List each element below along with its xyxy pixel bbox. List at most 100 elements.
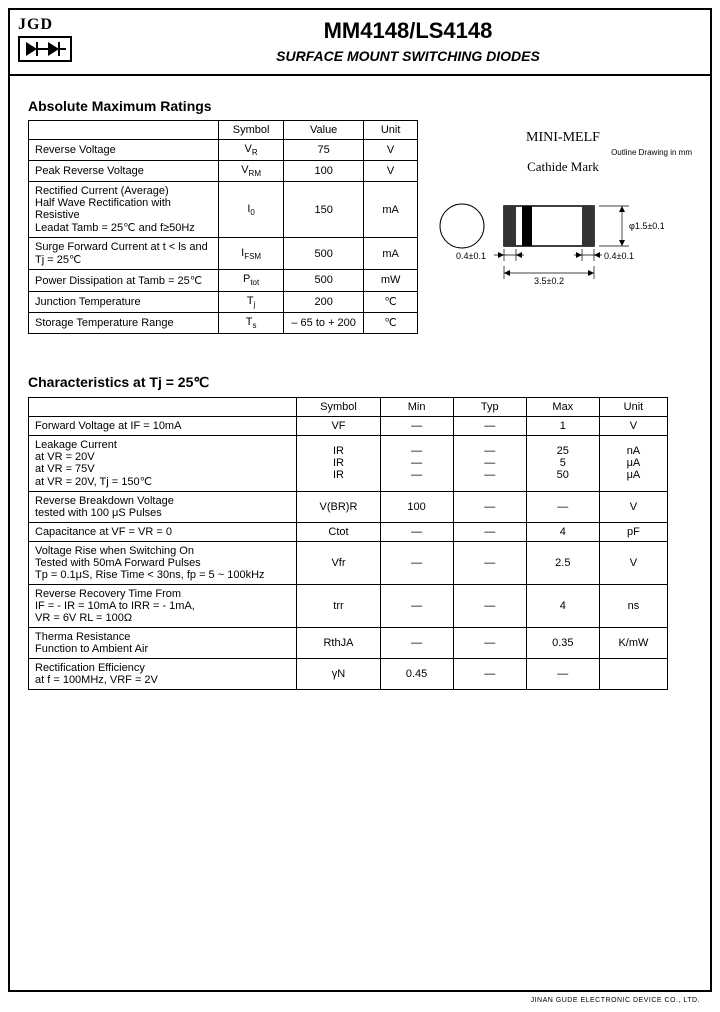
- value-cell: – 65 to + 200: [284, 312, 364, 333]
- ratings-row: Symbol Value Unit Reverse VoltageVR75VPe…: [10, 120, 710, 334]
- param-cell: Reverse Recovery Time FromIF = - IR = 10…: [29, 584, 297, 627]
- dim-width: 3.5±0.2: [534, 276, 564, 286]
- package-title: MINI-MELF: [434, 130, 692, 146]
- param-cell: Rectification Efficiencyat f = 100MHz, V…: [29, 658, 297, 689]
- characteristics-table: Symbol Min Typ Max Unit Forward Voltage …: [28, 397, 668, 690]
- cathode-label: Cathide Mark: [434, 159, 692, 175]
- value-cell: 500: [284, 270, 364, 291]
- typ-cell: —: [453, 658, 526, 689]
- unit-cell: [599, 658, 667, 689]
- typ-cell: —: [453, 627, 526, 658]
- param-cell: Leakage Currentat VR = 20Vat VR = 75Vat …: [29, 435, 297, 491]
- param-cell: Rectified Current (Average)Half Wave Rec…: [29, 182, 219, 238]
- col2-unit: Unit: [599, 397, 667, 416]
- col2-param: [29, 397, 297, 416]
- package-subtitle: Outline Drawing in mm: [434, 148, 692, 157]
- max-cell: 4: [526, 522, 599, 541]
- symbol-cell: I0: [219, 182, 284, 238]
- unit-cell: V: [599, 416, 667, 435]
- max-cell: 4: [526, 584, 599, 627]
- min-cell: —: [380, 522, 453, 541]
- symbol-cell: VF: [297, 416, 380, 435]
- table-row: Junction TemperatureTj200℃: [29, 291, 418, 312]
- param-cell: Reverse Breakdown Voltagetested with 100…: [29, 491, 297, 522]
- typ-cell: —: [453, 541, 526, 584]
- table-row: Reverse VoltageVR75V: [29, 140, 418, 161]
- symbol-cell: Ts: [219, 312, 284, 333]
- unit-cell: nAμAμA: [599, 435, 667, 491]
- col2-symbol: Symbol: [297, 397, 380, 416]
- max-cell: —: [526, 491, 599, 522]
- table-row: Reverse Recovery Time FromIF = - IR = 10…: [29, 584, 668, 627]
- min-cell: —: [380, 416, 453, 435]
- unit-cell: mW: [364, 270, 418, 291]
- table-row: Surge Forward Current at t < ls and Tj =…: [29, 238, 418, 270]
- page-frame: JGD MM4148/LS4148 SURFACE MOUNT SWITCHIN…: [8, 8, 712, 992]
- param-cell: Junction Temperature: [29, 291, 219, 312]
- min-cell: —: [380, 584, 453, 627]
- max-cell: 2.5: [526, 541, 599, 584]
- col2-typ: Typ: [453, 397, 526, 416]
- param-cell: Storage Temperature Range: [29, 312, 219, 333]
- param-cell: Forward Voltage at IF = 10mA: [29, 416, 297, 435]
- value-cell: 150: [284, 182, 364, 238]
- max-cell: 0.35: [526, 627, 599, 658]
- table-row: Rectified Current (Average)Half Wave Rec…: [29, 182, 418, 238]
- table-row: Forward Voltage at IF = 10mAVF——1V: [29, 416, 668, 435]
- title-box: MM4148/LS4148 SURFACE MOUNT SWITCHING DI…: [106, 10, 710, 74]
- typ-cell: —: [453, 522, 526, 541]
- col-value: Value: [284, 121, 364, 140]
- table-row: Leakage Currentat VR = 20Vat VR = 75Vat …: [29, 435, 668, 491]
- table-row: Voltage Rise when Switching OnTested wit…: [29, 541, 668, 584]
- symbol-cell: RthJA: [297, 627, 380, 658]
- symbol-cell: Tj: [219, 291, 284, 312]
- typ-cell: ———: [453, 435, 526, 491]
- unit-cell: mA: [364, 238, 418, 270]
- symbol-cell: Vfr: [297, 541, 380, 584]
- dim-left: 0.4±0.1: [456, 251, 486, 261]
- unit-cell: pF: [599, 522, 667, 541]
- param-cell: Reverse Voltage: [29, 140, 219, 161]
- symbol-cell: IFSM: [219, 238, 284, 270]
- symbol-cell: VR: [219, 140, 284, 161]
- symbol-cell: γN: [297, 658, 380, 689]
- typ-cell: —: [453, 416, 526, 435]
- typ-cell: —: [453, 491, 526, 522]
- value-cell: 100: [284, 161, 364, 182]
- table-row: Power Dissipation at Tamb = 25℃Ptot500mW: [29, 270, 418, 291]
- section1-title: Absolute Maximum Ratings: [28, 98, 710, 114]
- ratings-table: Symbol Value Unit Reverse VoltageVR75VPe…: [28, 120, 418, 334]
- param-cell: Power Dissipation at Tamb = 25℃: [29, 270, 219, 291]
- table-row: Rectification Efficiencyat f = 100MHz, V…: [29, 658, 668, 689]
- min-cell: 0.45: [380, 658, 453, 689]
- footer-text: JINAN GUDE ELECTRONIC DEVICE CO., LTD.: [531, 997, 700, 1004]
- unit-cell: ns: [599, 584, 667, 627]
- unit-cell: mA: [364, 182, 418, 238]
- param-cell: Voltage Rise when Switching OnTested wit…: [29, 541, 297, 584]
- param-cell: Surge Forward Current at t < ls and Tj =…: [29, 238, 219, 270]
- unit-cell: K/mW: [599, 627, 667, 658]
- characteristics-content: Symbol Min Typ Max Unit Forward Voltage …: [10, 397, 710, 690]
- symbol-cell: IRIRIR: [297, 435, 380, 491]
- value-cell: 200: [284, 291, 364, 312]
- param-cell: Peak Reverse Voltage: [29, 161, 219, 182]
- symbol-cell: Ctot: [297, 522, 380, 541]
- min-cell: —: [380, 627, 453, 658]
- part-number: MM4148/LS4148: [106, 18, 710, 44]
- section2-title: Characteristics at Tj = 25℃: [28, 374, 710, 391]
- symbol-cell: Ptot: [219, 270, 284, 291]
- table-row: Therma ResistanceFunction to Ambient Air…: [29, 627, 668, 658]
- table-row: Peak Reverse VoltageVRM100V: [29, 161, 418, 182]
- table-row: Storage Temperature RangeTs– 65 to + 200…: [29, 312, 418, 333]
- package-svg: φ1.5±0.1 0.4±0.1 0.4±0.1: [434, 181, 664, 291]
- col-unit: Unit: [364, 121, 418, 140]
- symbol-cell: V(BR)R: [297, 491, 380, 522]
- dim-right: 0.4±0.1: [604, 251, 634, 261]
- max-cell: —: [526, 658, 599, 689]
- unit-cell: V: [364, 140, 418, 161]
- param-cell: Therma ResistanceFunction to Ambient Air: [29, 627, 297, 658]
- unit-cell: ℃: [364, 312, 418, 333]
- unit-cell: V: [599, 541, 667, 584]
- diode-pair-icon: [18, 36, 72, 62]
- col2-max: Max: [526, 397, 599, 416]
